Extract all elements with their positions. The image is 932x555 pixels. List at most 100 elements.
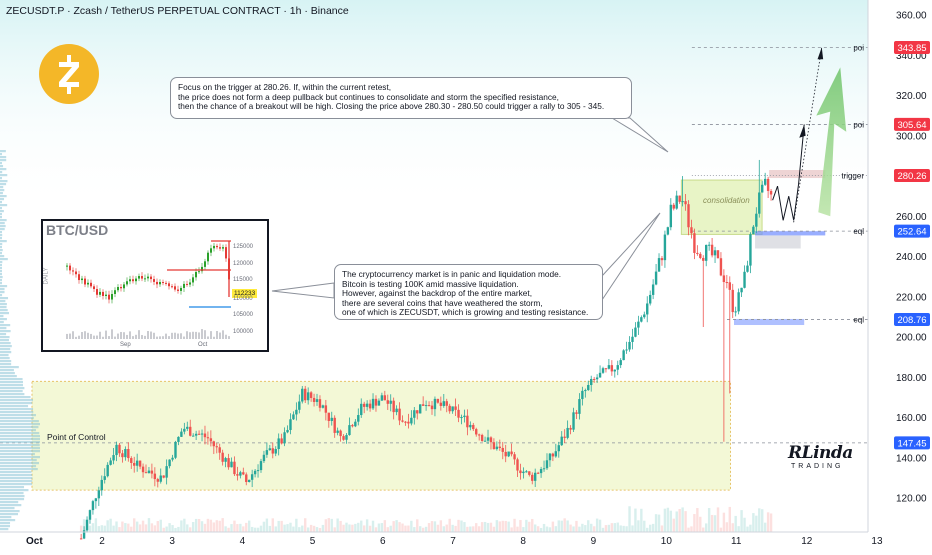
candle-body	[752, 226, 755, 235]
volume-bar	[634, 508, 637, 532]
candle-body	[177, 436, 180, 442]
volume-bar	[212, 522, 216, 532]
inset-volume-bar	[81, 332, 83, 339]
inset-volume-bar	[126, 334, 128, 339]
candle-body	[722, 275, 726, 283]
volume-bar	[687, 527, 690, 532]
inset-candle-body	[177, 289, 179, 291]
volume-bar	[401, 523, 404, 532]
candle-body	[321, 405, 325, 408]
candle-body	[280, 438, 283, 444]
volume-bar	[345, 522, 348, 532]
candle-body	[761, 184, 764, 193]
volume-profile-bar	[0, 411, 34, 414]
candle-body	[430, 405, 434, 410]
volume-profile-bar	[0, 492, 24, 495]
volume-profile-bar	[0, 423, 40, 426]
volume-profile-bar	[0, 387, 25, 390]
volume-profile-bar	[0, 297, 9, 300]
inset-volume-bar	[162, 336, 164, 339]
volume-bar	[654, 514, 658, 532]
volume-bar	[522, 527, 525, 532]
volume-profile-bar	[0, 369, 14, 372]
candle-body	[648, 294, 652, 304]
candle-body	[360, 403, 363, 416]
volume-bar	[728, 506, 731, 532]
volume-profile-bar	[0, 510, 20, 513]
candle-body	[259, 461, 263, 471]
volume-profile-bar	[0, 336, 10, 339]
inset-candle-body	[225, 247, 227, 259]
candle-body	[492, 442, 496, 450]
inset-volume-bar	[159, 336, 161, 339]
inset-volume-bar	[201, 329, 203, 339]
volume-bar	[472, 526, 475, 532]
candle-body	[498, 446, 502, 448]
inset-volume-bar	[99, 331, 101, 339]
volume-profile-bar	[0, 207, 2, 210]
x-tick-label: 3	[169, 536, 175, 547]
candle-body	[713, 250, 717, 256]
candle-body	[295, 409, 298, 415]
volume-bar	[752, 513, 755, 532]
candle-body	[643, 314, 646, 318]
inset-volume-bar	[213, 336, 215, 339]
volume-bar	[97, 526, 101, 532]
volume-profile-bar	[0, 528, 9, 531]
volume-profile-bar	[0, 384, 23, 387]
candle-body	[109, 460, 112, 465]
candle-body	[292, 414, 295, 420]
volume-profile-bar	[0, 354, 9, 357]
inset-candle-body	[81, 278, 83, 281]
candle-body	[362, 403, 366, 407]
volume-profile-bar	[0, 444, 40, 447]
volume-bar	[318, 527, 322, 532]
volume-bar	[722, 512, 726, 532]
volume-bar	[82, 519, 86, 532]
candle-body	[256, 470, 260, 472]
candle-body	[592, 378, 596, 380]
candle-body	[306, 392, 310, 401]
volume-bar	[622, 525, 625, 532]
volume-profile-bar	[0, 195, 7, 198]
candle-body	[519, 470, 522, 474]
candle-body	[386, 400, 389, 404]
volume-bar	[660, 525, 664, 532]
candle-body	[657, 258, 661, 272]
volume-profile-bar	[0, 321, 4, 324]
volume-bar	[368, 525, 372, 532]
inset-volume-bar	[153, 332, 155, 339]
y-tick-label: 200.00	[896, 333, 927, 344]
volume-bar	[398, 522, 401, 532]
volume-bar	[761, 509, 764, 532]
volume-profile-bar	[0, 342, 11, 345]
candle-body	[106, 464, 109, 477]
inset-candle-body	[195, 271, 197, 278]
inset-volume-bar	[111, 329, 113, 339]
volume-bar	[236, 524, 239, 532]
candle-body	[705, 244, 708, 261]
volume-profile-bar	[0, 465, 37, 468]
candle-body	[209, 438, 213, 442]
candle-body	[539, 469, 543, 474]
inset-candle-body	[114, 290, 116, 294]
volume-bar	[147, 518, 151, 532]
candle-body	[651, 284, 655, 295]
inset-volume-bar	[225, 334, 227, 339]
note-line: the price does not form a deep pullback …	[178, 91, 559, 102]
inset-candle-body	[69, 265, 71, 271]
inset-y-label: 110000	[233, 295, 253, 302]
candle-body	[115, 444, 118, 456]
candle-body	[312, 397, 316, 402]
inset-volume-bar	[198, 332, 200, 339]
inset-candle-body	[126, 281, 128, 285]
x-tick-label: 2	[99, 536, 105, 547]
volume-bar	[206, 518, 210, 532]
analysis-note-top: Focus on the trigger at 280.26. If, with…	[170, 77, 632, 119]
volume-bar	[194, 518, 198, 532]
y-tick-label: 240.00	[896, 252, 927, 263]
candle-body	[554, 451, 558, 457]
volume-bar	[124, 523, 127, 532]
volume-bar	[88, 525, 92, 532]
